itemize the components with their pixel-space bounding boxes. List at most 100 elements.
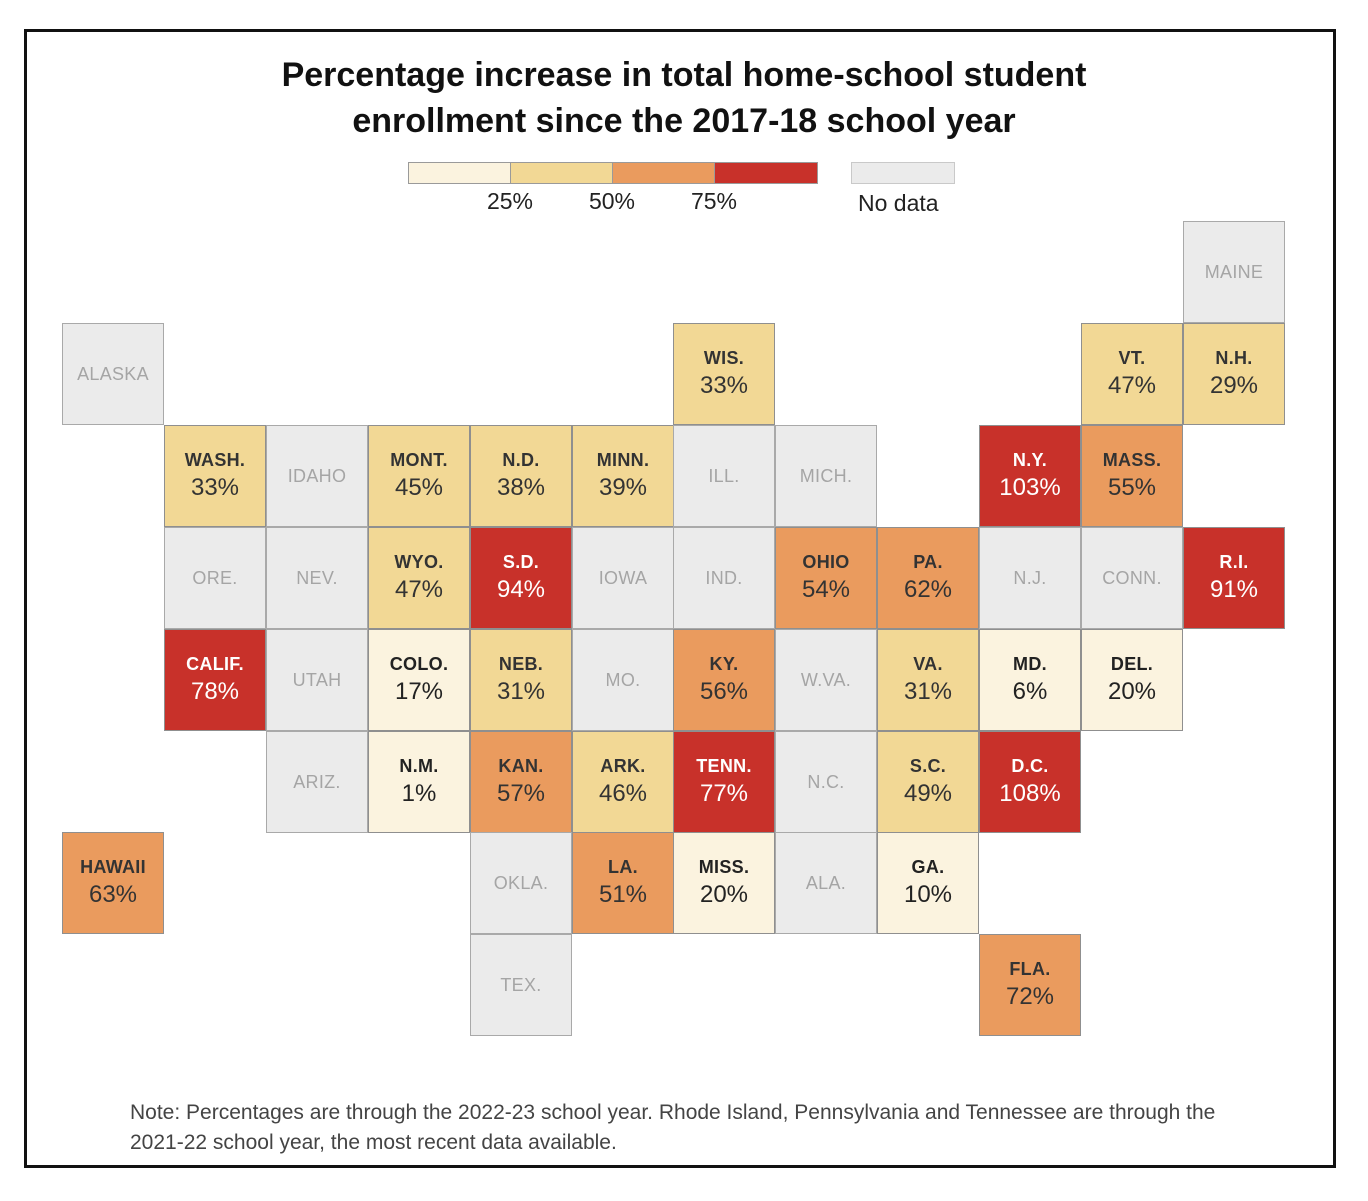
state-abbr: VT.: [1118, 348, 1146, 368]
title-line-1: Percentage increase in total home-school…: [281, 56, 1087, 94]
state-value: 6%: [1012, 678, 1048, 705]
state-abbr: ALA.: [805, 873, 847, 893]
state-value: 77%: [699, 780, 749, 807]
state-abbr: MD.: [1013, 654, 1047, 674]
state-tile-nev: NEV.: [266, 527, 368, 629]
state-value: 51%: [598, 881, 648, 908]
state-abbr: N.J.: [1013, 568, 1047, 588]
state-tile-n-h: N.H. 29%: [1183, 323, 1285, 425]
state-tile-ohio: OHIO 54%: [775, 527, 877, 629]
state-abbr: HAWAII: [80, 857, 146, 877]
state-abbr: MAINE: [1204, 262, 1264, 282]
state-tile-ill: ILL.: [673, 425, 775, 527]
state-tile-kan: KAN. 57%: [470, 731, 572, 833]
state-value: 63%: [88, 881, 138, 908]
state-value: 49%: [903, 780, 953, 807]
legend-no-data-swatch: [851, 162, 955, 184]
state-tile-tex: TEX.: [470, 934, 572, 1036]
state-abbr: OHIO: [802, 552, 850, 572]
state-tile-la: LA. 51%: [572, 832, 674, 934]
state-abbr: WASH.: [184, 450, 246, 470]
state-abbr: IND.: [705, 568, 743, 588]
state-abbr: MO.: [605, 670, 641, 690]
state-tile-vt: VT. 47%: [1081, 323, 1183, 425]
state-tile-wash: WASH. 33%: [164, 425, 266, 527]
state-abbr: KY.: [709, 654, 739, 674]
state-value: 10%: [903, 881, 953, 908]
state-tile-md: MD. 6%: [979, 629, 1081, 731]
state-abbr: ILL.: [708, 466, 740, 486]
state-value: 57%: [496, 780, 546, 807]
state-tile-ala: ALA.: [775, 832, 877, 934]
state-tile-wyo: WYO. 47%: [368, 527, 470, 629]
state-abbr: N.H.: [1215, 348, 1253, 368]
state-abbr: IDAHO: [287, 466, 347, 486]
state-abbr: CONN.: [1102, 568, 1162, 588]
state-tile-w-va: W.VA.: [775, 629, 877, 731]
legend-bin-0-25: [408, 162, 511, 184]
state-value: 56%: [699, 678, 749, 705]
state-tile-ariz: ARIZ.: [266, 731, 368, 833]
state-value: 78%: [190, 678, 240, 705]
state-abbr: CALIF.: [186, 654, 244, 674]
legend-tick-25: 25%: [486, 188, 534, 214]
state-abbr: WIS.: [703, 348, 745, 368]
state-tile-ky: KY. 56%: [673, 629, 775, 731]
state-value: 62%: [903, 576, 953, 603]
state-tile-neb: NEB. 31%: [470, 629, 572, 731]
state-abbr: FLA.: [1009, 959, 1051, 979]
legend-bin-75-plus: [714, 162, 818, 184]
state-tile-miss: MISS. 20%: [673, 832, 775, 934]
state-value: 91%: [1209, 576, 1259, 603]
state-abbr: N.M.: [399, 756, 439, 776]
state-value: 38%: [496, 474, 546, 501]
state-value: 46%: [598, 780, 648, 807]
state-tile-va: VA. 31%: [877, 629, 979, 731]
state-abbr: N.Y.: [1012, 450, 1048, 470]
state-value: 45%: [394, 474, 444, 501]
state-abbr: S.C.: [909, 756, 947, 776]
state-abbr: S.D.: [502, 552, 540, 572]
state-tile-mich: MICH.: [775, 425, 877, 527]
state-value: 20%: [699, 881, 749, 908]
state-tile-n-c: N.C.: [775, 731, 877, 833]
state-abbr: MONT.: [390, 450, 448, 470]
state-tile-n-y: N.Y. 103%: [979, 425, 1081, 527]
state-abbr: MICH.: [799, 466, 853, 486]
state-abbr: ALASKA: [77, 364, 149, 384]
state-abbr: GA.: [911, 857, 945, 877]
state-tile-mass: MASS. 55%: [1081, 425, 1183, 527]
state-tile-tenn: TENN. 77%: [673, 731, 775, 833]
state-abbr: DEL.: [1110, 654, 1154, 674]
state-tile-conn: CONN.: [1081, 527, 1183, 629]
state-abbr: NEB.: [498, 654, 544, 674]
state-tile-maine: MAINE: [1183, 221, 1285, 323]
state-abbr: VA.: [913, 654, 943, 674]
state-tile-hawaii: HAWAII 63%: [62, 832, 164, 934]
state-abbr: MINN.: [596, 450, 650, 470]
state-tile-n-m: N.M. 1%: [368, 731, 470, 833]
state-tile-iowa: IOWA: [572, 527, 674, 629]
state-value: 47%: [394, 576, 444, 603]
state-tile-mont: MONT. 45%: [368, 425, 470, 527]
state-tile-utah: UTAH: [266, 629, 368, 731]
state-value: 20%: [1107, 678, 1157, 705]
state-abbr: ORE.: [192, 568, 238, 588]
state-abbr: IOWA: [598, 568, 648, 588]
state-value: 17%: [394, 678, 444, 705]
state-value: 103%: [999, 474, 1061, 501]
state-tile-ore: ORE.: [164, 527, 266, 629]
state-value: 31%: [496, 678, 546, 705]
state-value: 54%: [801, 576, 851, 603]
state-abbr: MISS.: [698, 857, 750, 877]
state-abbr: OKLA.: [493, 873, 549, 893]
state-tile-idaho: IDAHO: [266, 425, 368, 527]
state-tile-n-d: N.D. 38%: [470, 425, 572, 527]
state-abbr: N.D.: [502, 450, 540, 470]
state-value: 33%: [190, 474, 240, 501]
state-tile-n-j: N.J.: [979, 527, 1081, 629]
state-tile-ark: ARK. 46%: [572, 731, 674, 833]
state-tile-alaska: ALASKA: [62, 323, 164, 425]
state-value: 29%: [1209, 372, 1259, 399]
state-abbr: NEV.: [296, 568, 338, 588]
